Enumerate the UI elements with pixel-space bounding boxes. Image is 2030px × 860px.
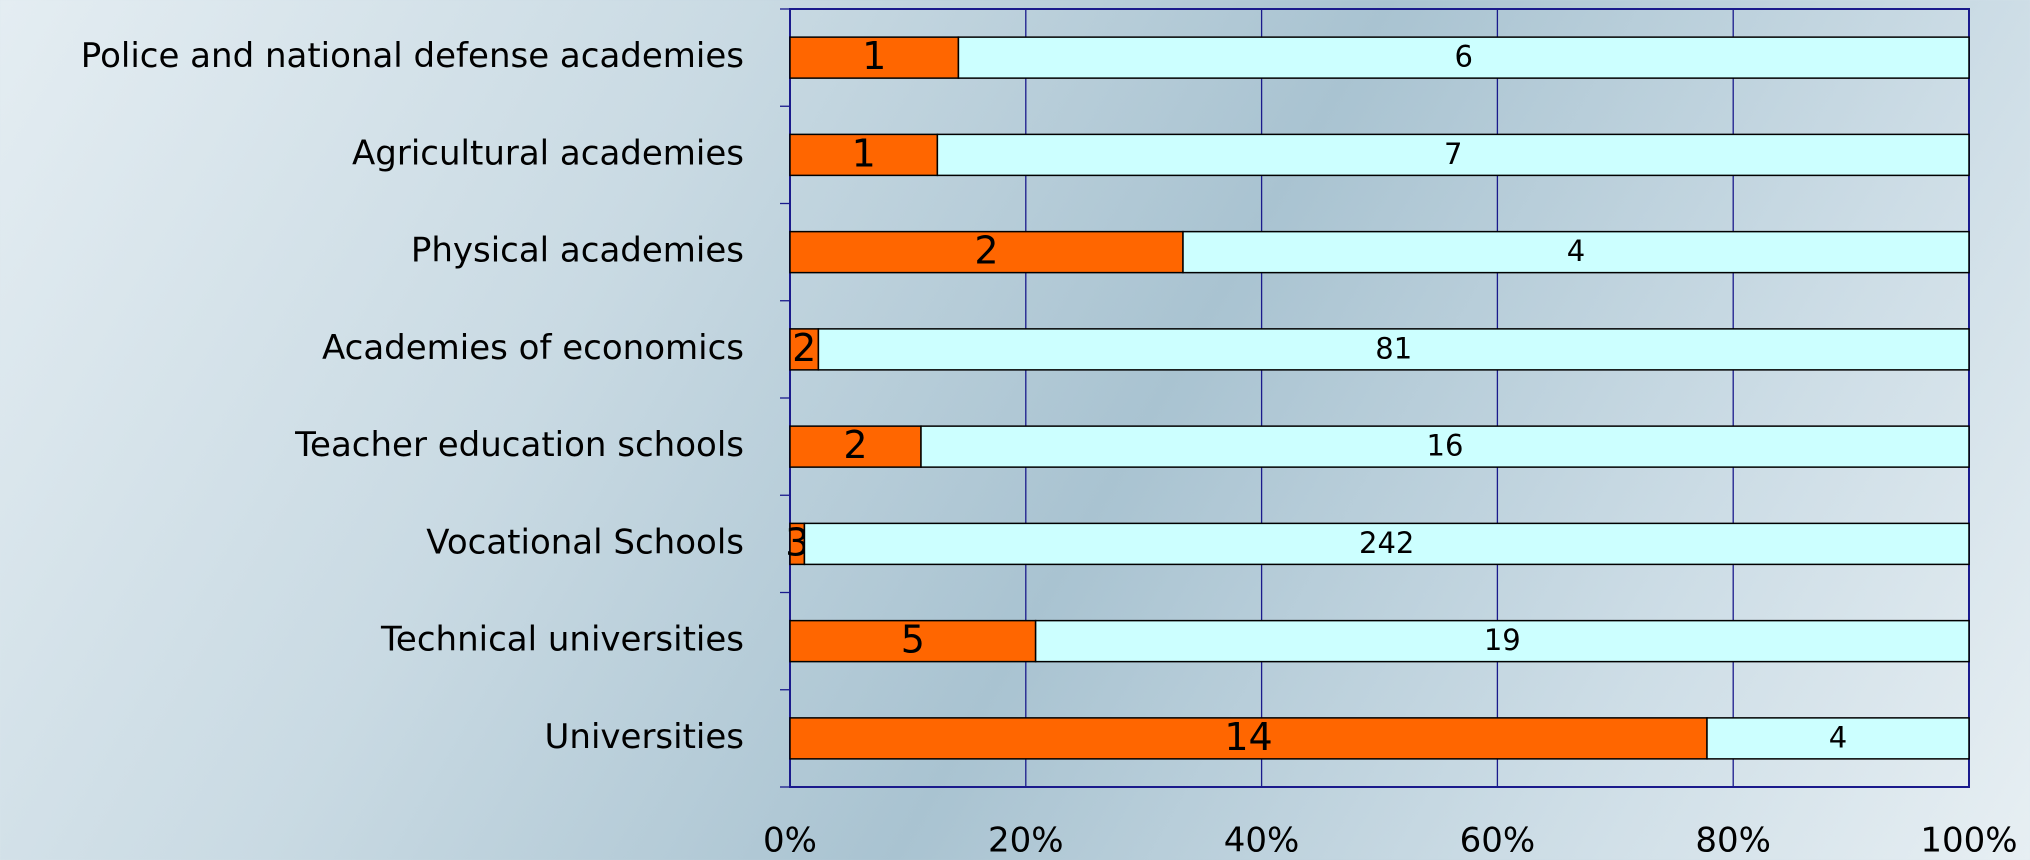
x-tick-label: 100% bbox=[1920, 821, 2017, 860]
y-tick-label: Academies of economics bbox=[322, 328, 744, 368]
bar-segment bbox=[803, 522, 1970, 566]
bar-value-label: 4 bbox=[1829, 720, 1847, 754]
bar-segment bbox=[789, 425, 922, 468]
x-tick-label: 80% bbox=[1695, 821, 1771, 860]
bar-segment bbox=[1706, 717, 1970, 760]
bar-value-label: 2 bbox=[843, 423, 867, 467]
y-tick-label: Teacher education schools bbox=[294, 425, 744, 465]
bar-segment bbox=[920, 425, 1970, 468]
bar-value-label: 14 bbox=[1224, 715, 1272, 759]
bar-value-label: 4 bbox=[1567, 234, 1585, 268]
bar-segment bbox=[936, 133, 1970, 177]
y-tick-label: Universities bbox=[545, 717, 744, 757]
bar-value-label: 1 bbox=[862, 34, 886, 78]
bar-value-label: 1 bbox=[852, 131, 876, 175]
y-tick-label: Technical universities bbox=[380, 620, 744, 660]
bar-value-label: 6 bbox=[1454, 40, 1472, 74]
x-tick-label: 0% bbox=[763, 821, 817, 860]
bar-value-label: 16 bbox=[1427, 429, 1464, 463]
bar-segment bbox=[789, 619, 1037, 663]
x-tick-label: 20% bbox=[988, 821, 1064, 860]
bar-segment bbox=[789, 36, 960, 79]
bar-value-label: 242 bbox=[1359, 526, 1414, 560]
bar-segment bbox=[789, 230, 1184, 274]
bar-segment bbox=[789, 133, 939, 177]
bar-value-label: 2 bbox=[974, 229, 998, 273]
x-tick-label: 60% bbox=[1460, 821, 1536, 860]
plot-area bbox=[789, 8, 1970, 788]
bar-segment bbox=[789, 328, 820, 371]
bar-segment bbox=[957, 36, 1970, 79]
bar-value-label: 19 bbox=[1484, 623, 1521, 657]
bar-segment bbox=[1182, 230, 1970, 274]
bar-value-label: 2 bbox=[792, 326, 816, 370]
y-tick-label: Police and national defense academies bbox=[81, 36, 744, 76]
bar-segment bbox=[817, 328, 1970, 371]
bar-segment bbox=[1034, 619, 1970, 663]
y-tick-label: Physical academies bbox=[411, 231, 744, 271]
y-tick-label: Agricultural academies bbox=[352, 133, 744, 173]
bar-value-label: 7 bbox=[1444, 137, 1462, 171]
y-tick-label: Vocational Schools bbox=[426, 522, 744, 562]
bar-value-label: 5 bbox=[901, 618, 925, 662]
bar-segment bbox=[789, 717, 1708, 760]
bar-value-label: 81 bbox=[1375, 331, 1412, 365]
x-tick-label: 40% bbox=[1224, 821, 1300, 860]
